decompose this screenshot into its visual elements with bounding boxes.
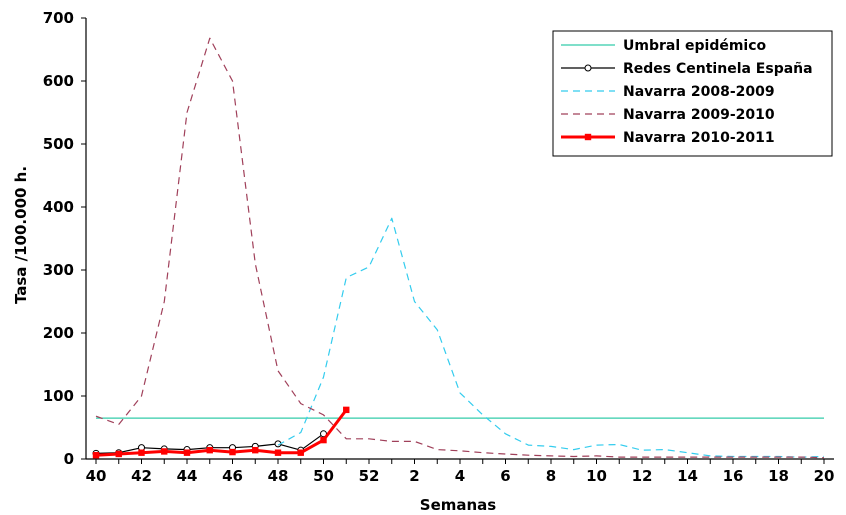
y-tick-label: 0 (64, 450, 74, 468)
data-point (274, 449, 282, 456)
y-axis-ticks: 0 100 200 300 400 500 600 700 (43, 9, 86, 468)
y-tick-label: 600 (43, 72, 74, 90)
x-tick-label: 48 (268, 467, 289, 485)
x-tick-label: 20 (814, 467, 835, 485)
data-point (343, 406, 350, 414)
legend-label: Umbral epidémico (623, 38, 767, 54)
x-tick-label: 14 (677, 467, 698, 485)
x-axis-ticks: 40 42 44 46 48 50 52 2 4 6 8 10 12 14 16 18 20 (86, 459, 835, 485)
x-tick-label: 52 (359, 467, 380, 485)
data-point (115, 450, 122, 458)
x-tick-label: 4 (455, 467, 465, 485)
x-tick-label: 12 (632, 467, 653, 485)
y-tick-label: 400 (43, 198, 74, 216)
series-line (277, 217, 825, 458)
x-tick-label: 18 (768, 467, 789, 485)
x-tick-label: 10 (586, 467, 607, 485)
x-tick-label: 46 (222, 467, 243, 485)
x-axis-label: Semanas (420, 496, 497, 514)
y-tick-label: 300 (43, 261, 74, 279)
y-tick-label: 700 (43, 9, 74, 27)
x-tick-label: 8 (546, 467, 556, 485)
y-tick-label: 100 (43, 387, 74, 405)
data-point (320, 436, 327, 444)
y-axis-label: Tasa /100.000 h. (12, 166, 30, 304)
x-tick-label: 16 (723, 467, 744, 485)
series-3 (95, 37, 825, 459)
series-4 (92, 406, 350, 459)
x-tick-label: 42 (131, 467, 152, 485)
data-point (252, 446, 259, 454)
data-point (138, 449, 145, 456)
legend-marker (584, 133, 592, 141)
x-tick-label: 50 (313, 467, 334, 485)
x-tick-label: 6 (500, 467, 510, 485)
x-tick-label: 40 (86, 467, 107, 485)
legend-label: Navarra 2010-2011 (623, 130, 775, 146)
data-point (206, 446, 213, 454)
series-2 (277, 217, 825, 458)
data-point (161, 448, 168, 455)
legend-box (552, 30, 833, 157)
series-line (95, 408, 348, 457)
data-point (297, 449, 304, 456)
x-tick-label: 44 (177, 467, 198, 485)
legend-marker (584, 64, 592, 72)
x-tick-label: 2 (409, 467, 419, 485)
data-point (183, 449, 191, 456)
legend-label: Redes Centinela España (623, 61, 813, 77)
legend-label: Navarra 2008-2009 (623, 84, 775, 100)
y-tick-label: 200 (43, 324, 74, 342)
legend-label: Navarra 2009-2010 (623, 107, 775, 123)
legend: Umbral epidémico Redes Centinela España Na… (552, 30, 833, 157)
series-line (95, 37, 825, 459)
y-tick-label: 500 (43, 135, 74, 153)
data-point (92, 452, 100, 459)
data-point (229, 448, 236, 456)
series-layer (92, 37, 825, 459)
